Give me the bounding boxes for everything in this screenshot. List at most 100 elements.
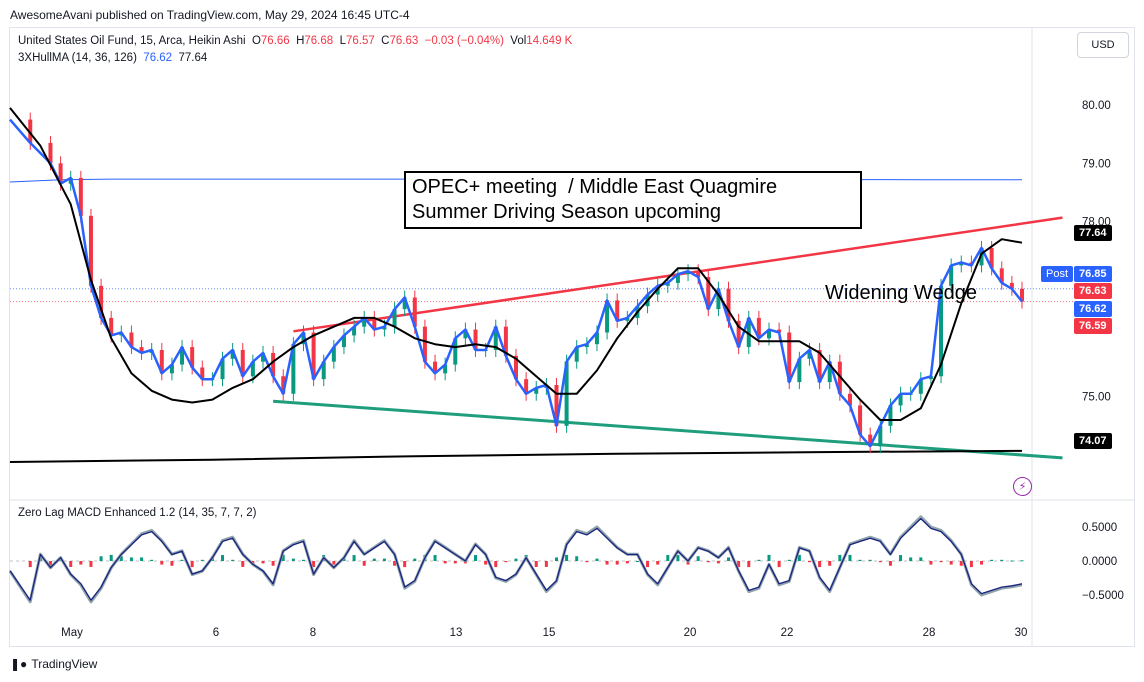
candle-body <box>352 326 357 336</box>
macd-histogram-bar <box>828 561 832 566</box>
indicator-name[interactable]: 3XHullMA (14, 36, 126) <box>18 52 137 64</box>
y-tick-label: 75.00 <box>1082 392 1111 404</box>
candle-body <box>200 367 205 380</box>
macd-histogram-bar <box>575 556 579 561</box>
lightning-icon[interactable]: ⚡ <box>1013 477 1032 496</box>
candle-body <box>797 358 802 383</box>
macd-histogram-bar <box>727 557 731 561</box>
candle-body <box>524 379 529 394</box>
macd-histogram-bar <box>939 561 943 563</box>
currency-button[interactable]: USD <box>1077 32 1129 58</box>
indicator-value-1: 76.62 <box>143 52 173 64</box>
candle-body <box>109 317 114 336</box>
open-label: O <box>251 35 261 47</box>
macd-histogram-bar <box>494 561 498 568</box>
candle-body <box>847 393 852 406</box>
candle-body <box>422 326 427 362</box>
macd-legend[interactable]: Zero Lag MACD Enhanced 1.2 (14, 35, 7, 7… <box>18 507 257 519</box>
wedge-label: Widening Wedge <box>825 282 977 304</box>
post-label-tag: Post <box>1041 266 1074 282</box>
candle-body <box>767 329 771 339</box>
macd-histogram-bar <box>635 561 639 562</box>
macd-histogram-bar <box>554 557 558 561</box>
macd-histogram-bar <box>28 561 32 568</box>
candle-body <box>240 350 245 377</box>
macd-histogram-bar <box>129 557 133 561</box>
candle-body <box>291 344 296 394</box>
macd-histogram-bar <box>382 558 386 561</box>
macd-histogram-bar <box>271 561 275 566</box>
macd-histogram-bar <box>79 561 83 565</box>
x-tick-label: 8 <box>310 627 316 639</box>
publish-info: AwesomeAvani published on TradingView.co… <box>10 8 410 22</box>
baseline-tag: 74.07 <box>1074 433 1112 449</box>
macd-histogram-bar <box>332 561 336 565</box>
macd-histogram-bar <box>848 554 852 561</box>
macd-histogram-bar <box>949 561 953 565</box>
candle-body <box>787 332 792 383</box>
macd-histogram-bar <box>1010 560 1014 562</box>
macd-histogram-bar <box>565 554 569 561</box>
candle-body <box>605 300 610 333</box>
candle-body <box>412 297 417 327</box>
macd-histogram-bar <box>899 555 903 561</box>
candle-body <box>999 268 1004 283</box>
macd-histogram-bar <box>99 556 103 561</box>
candle-body <box>99 285 104 318</box>
macd-histogram-bar <box>838 554 842 561</box>
change-value: −0.03 (−0.04%) <box>424 35 504 47</box>
macd-histogram-bar <box>1020 560 1024 562</box>
macd-histogram-bar <box>959 561 963 566</box>
macd-histogram-bar <box>241 561 245 567</box>
macd-histogram-bar <box>737 561 741 568</box>
macd-histogram-bar <box>190 561 194 568</box>
post-price-tag: 76.85 <box>1074 266 1112 282</box>
candle-body <box>341 335 346 348</box>
candle-body <box>686 271 691 275</box>
macd-histogram-bar <box>878 561 882 563</box>
candle-body <box>129 332 134 348</box>
macd-histogram-bar <box>909 557 913 561</box>
macd-histogram-bar <box>767 554 771 561</box>
tradingview-brand[interactable]: ❚● TradingView <box>10 657 97 671</box>
macd-histogram-bar <box>140 557 144 561</box>
macd-y-tick-label: 0.0000 <box>1082 556 1117 568</box>
candle-body <box>321 361 326 380</box>
candle-body <box>453 338 458 365</box>
macd-histogram-bar <box>716 561 720 564</box>
hull-fast-line <box>9 118 1023 448</box>
low-label: L <box>339 35 346 47</box>
open-value: 76.66 <box>260 35 290 47</box>
brand-name: TradingView <box>31 657 98 671</box>
macd-histogram-bar <box>919 557 923 561</box>
candle-body <box>281 376 286 394</box>
candle-body <box>939 285 944 377</box>
macd-histogram-bar <box>797 554 801 561</box>
candle-body <box>918 379 923 394</box>
macd-histogram-bar <box>615 561 619 565</box>
macd-histogram-bar <box>544 561 548 567</box>
candle-body <box>898 393 903 406</box>
x-tick-label: 13 <box>450 627 463 639</box>
macd-histogram-bar <box>433 555 437 561</box>
indicator-legend: 3XHullMA (14, 36, 126) 76.62 77.64 <box>18 52 207 64</box>
macd-histogram-bar <box>888 561 892 566</box>
candle-body <box>169 364 174 374</box>
candle-body <box>736 320 741 348</box>
macd-histogram-bar <box>443 561 447 564</box>
macd-histogram-bar <box>757 559 761 561</box>
bid-price-tag: 76.59 <box>1074 318 1112 334</box>
candle-body <box>756 317 761 339</box>
macd-y-tick-label: 0.5000 <box>1082 522 1117 534</box>
symbol-name[interactable]: United States Oil Fund, 15, Arca, Heikin… <box>18 35 246 47</box>
support-trendline[interactable] <box>272 399 1063 460</box>
macd-histogram-bar <box>747 561 751 568</box>
candle-body <box>1009 282 1014 289</box>
candle-body <box>554 385 559 426</box>
close-label: C <box>381 35 390 47</box>
macd-histogram-bar <box>646 561 650 568</box>
candle-body <box>362 317 367 327</box>
hull-long-line <box>9 107 1023 421</box>
candle-body <box>382 326 387 330</box>
